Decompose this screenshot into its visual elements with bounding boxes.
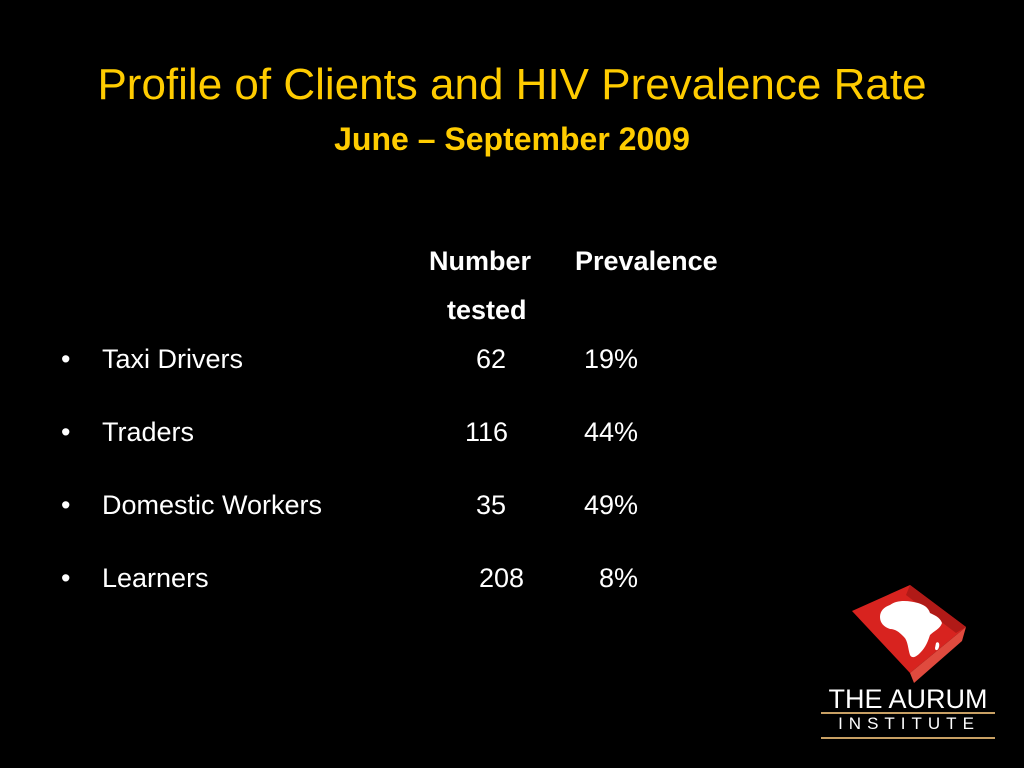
table-row: • Traders 116 44% (0, 417, 1024, 457)
bullet: • (61, 563, 71, 593)
row-label: Learners (102, 563, 209, 593)
row-prevalence: 49% (583, 490, 638, 520)
table-row: • Domestic Workers 35 49% (0, 490, 1024, 530)
table-row: • Learners 208 8% (0, 563, 1024, 603)
row-label: Traders (102, 417, 195, 447)
row-number-tested: 208 (478, 563, 524, 593)
slide-title: Profile of Clients and HIV Prevalence Ra… (97, 60, 927, 109)
bullet: • (61, 417, 71, 447)
africa-map-logo-icon (852, 585, 966, 683)
row-label: Domestic Workers (102, 490, 323, 520)
row-label: Taxi Drivers (102, 344, 244, 374)
header-prevalence: Prevalence (575, 246, 718, 276)
logo-text-main: THE AURUM (828, 684, 988, 714)
logo-rule-bottom (821, 737, 995, 739)
bullet: • (61, 490, 71, 520)
row-number-tested: 62 (475, 344, 506, 374)
row-number-tested: 35 (475, 490, 506, 520)
header-tested: tested (447, 295, 527, 325)
slide-subtitle: June – September 2009 (334, 121, 690, 157)
row-prevalence: 8% (598, 563, 638, 593)
row-number-tested: 116 (464, 417, 508, 447)
logo-rule-top (821, 712, 995, 714)
bullet: • (61, 344, 71, 374)
header-number: Number (429, 246, 532, 276)
row-prevalence: 44% (583, 417, 638, 447)
logo-text-sub: INSTITUTE (838, 714, 980, 733)
table-row: • Taxi Drivers 62 19% (0, 344, 1024, 384)
row-prevalence: 19% (583, 344, 638, 374)
